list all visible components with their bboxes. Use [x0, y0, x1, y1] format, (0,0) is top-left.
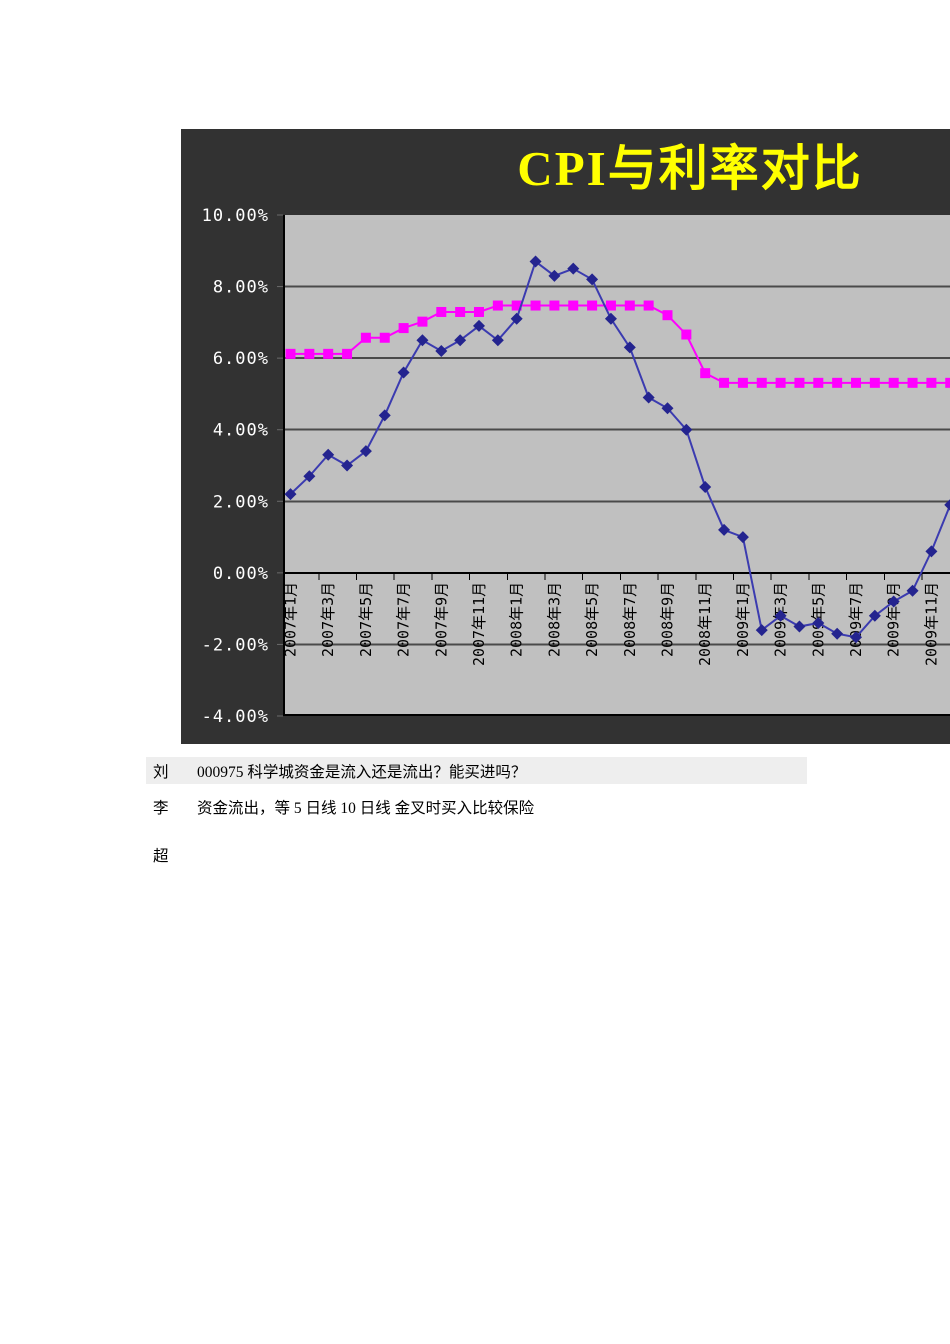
comment-speaker: 刘	[153, 763, 169, 781]
comment-speaker: 超	[153, 847, 169, 865]
svg-text:2009年7月: 2009年7月	[847, 582, 865, 657]
svg-text:8.00%: 8.00%	[213, 278, 269, 298]
comment-row-highlighted: 刘 000975 科学城资金是流入还是流出？能买进吗？	[146, 757, 807, 784]
svg-text:2008年1月: 2008年1月	[508, 582, 526, 657]
svg-text:2009年9月: 2009年9月	[885, 582, 903, 657]
svg-text:2008年3月: 2008年3月	[545, 582, 563, 657]
svg-text:2009年1月: 2009年1月	[734, 582, 752, 657]
comment-row: 李 资金流出，等 5 日线 10 日线 金叉时买入比较保险	[146, 793, 846, 820]
svg-text:6.00%: 6.00%	[213, 349, 269, 369]
svg-text:2007年7月: 2007年7月	[395, 582, 413, 657]
comment-text: 000975 科学城资金是流入还是流出？能买进吗？	[197, 763, 527, 781]
comments-section: 刘 000975 科学城资金是流入还是流出？能买进吗？ 李 资金流出，等 5 日…	[146, 757, 846, 868]
svg-text:4.00%: 4.00%	[213, 421, 269, 441]
svg-text:-2.00%: -2.00%	[202, 635, 269, 655]
svg-text:2007年9月: 2007年9月	[432, 582, 450, 657]
comment-text: 资金流出，等 5 日线 10 日线 金叉时买入比较保险	[197, 799, 535, 817]
cpi-rate-chart: CPI与利率对比 10.00% 8.00% 6.00% 4.00% 2.00% 0.00%…	[181, 129, 950, 744]
svg-text:2007年1月: 2007年1月	[282, 582, 300, 657]
svg-text:10.00%: 10.00%	[202, 206, 269, 226]
comment-speaker: 李	[153, 799, 169, 817]
svg-text:2008年9月: 2008年9月	[659, 582, 677, 657]
svg-text:2008年5月: 2008年5月	[583, 582, 601, 657]
svg-text:2008年11月: 2008年11月	[696, 582, 714, 666]
svg-text:2.00%: 2.00%	[213, 492, 269, 512]
svg-text:2007年3月: 2007年3月	[319, 582, 337, 657]
svg-text:2008年7月: 2008年7月	[621, 582, 639, 657]
chart-title: CPI与利率对比	[517, 141, 863, 196]
svg-text:2007年11月: 2007年11月	[470, 582, 488, 666]
svg-text:2009年11月: 2009年11月	[922, 582, 940, 666]
svg-text:2007年5月: 2007年5月	[357, 582, 375, 657]
chart-plot-area: 10.00% 8.00% 6.00% 4.00% 2.00% 0.00% -2.00% -4.…	[202, 206, 950, 727]
comment-row: 超	[146, 841, 846, 868]
svg-text:0.00%: 0.00%	[213, 564, 269, 584]
svg-text:-4.00%: -4.00%	[202, 707, 269, 727]
